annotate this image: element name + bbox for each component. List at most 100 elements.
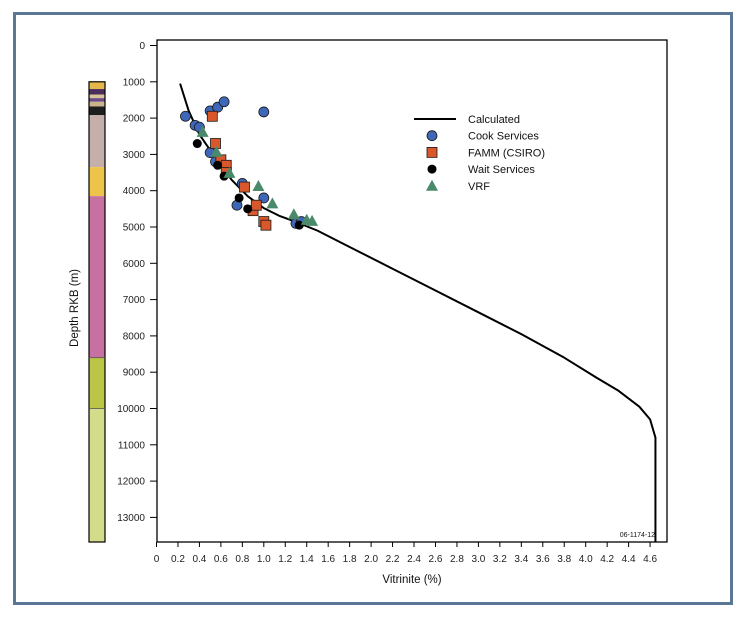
vrf-marker — [306, 214, 319, 226]
y-axis: 0 1000 2000 3000 4000 5000 6000 7000 8000 9000 100… — [117, 41, 157, 524]
lithology-column-border — [88, 81, 106, 543]
lithology-segment — [89, 94, 105, 99]
legend-item-calculated: Calculated — [414, 114, 520, 126]
legend-marker-swatch — [426, 130, 438, 142]
series-wait-services — [192, 139, 304, 230]
legend-marker-swatch — [426, 146, 438, 158]
lithology-segment — [89, 408, 105, 542]
y-tick-label: 4000 — [123, 186, 146, 197]
vrf-marker — [210, 145, 223, 157]
legend-label: Wait Services — [468, 164, 535, 176]
lithology-segment — [89, 89, 105, 95]
plot-area-frame — [156, 39, 668, 543]
x-tick-label: 0 — [154, 554, 160, 565]
legend-label: VRF — [468, 181, 490, 193]
legend-marker-swatch — [427, 164, 437, 174]
x-tick-label: 2.4 — [407, 554, 421, 565]
y-tick-label: 6000 — [123, 259, 146, 270]
lithology-column — [88, 81, 106, 543]
figure-frame — [13, 12, 733, 605]
y-tick-label: 2000 — [123, 114, 146, 125]
legend-item-cook-services: Cook Services — [426, 130, 539, 143]
lithology-segment — [89, 106, 105, 116]
calculated-line — [179, 83, 657, 542]
y-tick-label: 0 — [139, 41, 145, 52]
vrf-marker — [287, 208, 300, 220]
legend-marker-swatch — [426, 179, 438, 191]
x-tick-label: 4.0 — [579, 554, 593, 565]
legend-label: FAMM (CSIRO) — [468, 147, 545, 159]
legend-item-vrf: VRF — [426, 179, 490, 193]
cook-services-marker — [258, 106, 270, 118]
lithology-segment — [89, 357, 105, 409]
lithology-segment — [89, 98, 105, 102]
x-tick-label: 0.6 — [214, 554, 228, 565]
x-tick-label: 3.2 — [493, 554, 507, 565]
x-tick-label: 1.0 — [257, 554, 271, 565]
x-tick-label: 0.8 — [235, 554, 249, 565]
wait-services-marker — [234, 193, 244, 203]
vrf-marker — [252, 179, 265, 191]
wait-services-marker — [213, 160, 223, 170]
cook-services-marker — [218, 96, 230, 108]
wait-services-marker — [294, 220, 304, 230]
y-tick-label: 5000 — [123, 223, 146, 234]
legend-item-famm-csiro: FAMM (CSIRO) — [426, 146, 545, 159]
x-tick-label: 3.4 — [514, 554, 528, 565]
y-tick-label: 12000 — [117, 477, 145, 488]
vrf-marker — [223, 166, 236, 178]
y-tick-label: 13000 — [117, 513, 145, 524]
x-tick-label: 4.2 — [600, 554, 614, 565]
legend-label: Calculated — [468, 114, 520, 126]
lithology-segment — [89, 115, 105, 168]
x-tick-label: 1.8 — [343, 554, 357, 565]
x-tick-label: 0.2 — [171, 554, 185, 565]
x-tick-label: 2.6 — [429, 554, 443, 565]
x-tick-label: 2.2 — [386, 554, 400, 565]
famm-csiro-marker — [250, 199, 262, 211]
x-axis: 0 0.2 0.4 0.6 0.8 1.0 1.2 1.4 1.6 1.8 2.0 2.2 2.4 2.6… — [154, 542, 657, 565]
x-tick-label: 2.0 — [364, 554, 378, 565]
x-axis-title: Vitrinite (%) — [382, 574, 441, 586]
x-tick-label: 2.8 — [450, 554, 464, 565]
x-tick-label: 3.6 — [536, 554, 550, 565]
wait-services-marker — [192, 139, 202, 149]
famm-csiro-marker — [206, 110, 218, 122]
lithology-segment — [89, 81, 105, 90]
series-famm-csiro — [206, 110, 272, 231]
famm-csiro-marker — [239, 181, 250, 193]
x-tick-label: 3.8 — [557, 554, 571, 565]
y-tick-label: 11000 — [118, 440, 146, 451]
series-layer — [179, 83, 657, 542]
x-tick-label: 3.0 — [471, 554, 485, 565]
vrf-marker — [196, 125, 209, 137]
famm-csiro-marker — [260, 219, 272, 231]
x-tick-label: 0.4 — [192, 554, 206, 565]
figure-id: 06-1174-12 — [620, 532, 655, 539]
x-tick-label: 1.4 — [300, 554, 314, 565]
y-tick-label: 7000 — [123, 295, 146, 306]
series-calculated — [179, 83, 657, 542]
x-tick-label: 1.2 — [278, 554, 292, 565]
legend: Calculated Cook Services FAMM (CSIRO) Wait … — [414, 114, 545, 193]
cook-services-marker — [180, 110, 191, 122]
y-tick-label: 10000 — [117, 404, 145, 415]
x-tick-label: 1.6 — [321, 554, 335, 565]
lithology-segment — [89, 101, 105, 107]
vrf-marker — [266, 197, 279, 209]
x-tick-label: 4.4 — [622, 554, 636, 565]
legend-label: Cook Services — [468, 131, 539, 143]
series-vrf — [196, 125, 319, 226]
y-axis-title: Depth RKB (m) — [69, 269, 81, 347]
y-tick-label: 9000 — [123, 368, 146, 379]
wait-services-marker — [243, 204, 253, 214]
legend-item-wait-services: Wait Services — [427, 164, 535, 176]
y-tick-label: 3000 — [123, 150, 146, 161]
lithology-segment — [89, 196, 105, 358]
y-tick-label: 8000 — [123, 331, 146, 342]
lithology-segment — [89, 167, 105, 197]
x-tick-label: 4.6 — [643, 554, 657, 565]
famm-csiro-marker — [210, 138, 221, 149]
y-tick-label: 1000 — [123, 77, 146, 88]
